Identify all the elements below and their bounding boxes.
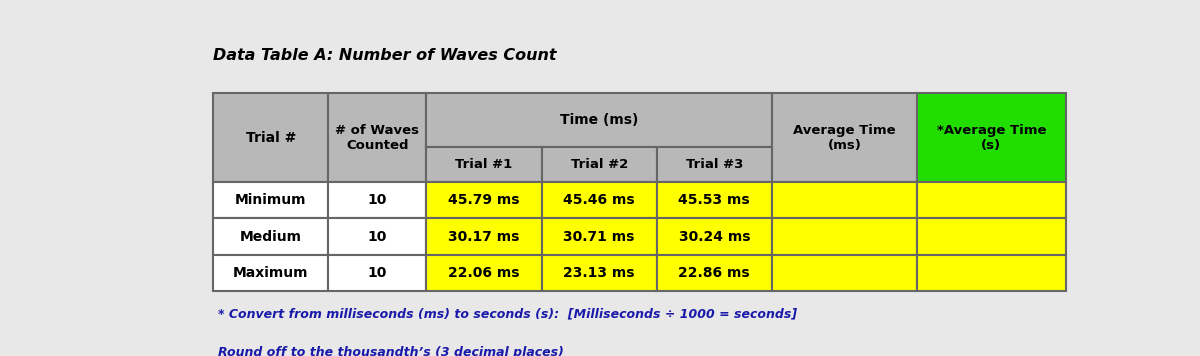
Text: 22.86 ms: 22.86 ms [678, 266, 750, 280]
Bar [541, 219, 656, 255]
Text: Trial #2: Trial #2 [570, 158, 628, 171]
Text: 22.06 ms: 22.06 ms [449, 266, 520, 280]
Text: * Convert from milliseconds (ms) to seconds (s):  [Milliseconds ÷ 1000 = seconds: * Convert from milliseconds (ms) to seco… [218, 307, 797, 320]
Text: Time (ms): Time (ms) [560, 113, 638, 127]
Text: Trial #3: Trial #3 [685, 158, 743, 171]
Bar [541, 182, 656, 219]
Text: 23.13 ms: 23.13 ms [563, 266, 635, 280]
Bar [329, 219, 426, 255]
Bar [329, 255, 426, 291]
Bar [214, 255, 329, 291]
Text: Data Table A: Number of Waves Count: Data Table A: Number of Waves Count [214, 48, 557, 63]
Bar [656, 219, 772, 255]
Bar [772, 255, 917, 291]
Text: # of Waves
Counted: # of Waves Counted [336, 124, 420, 152]
Bar [772, 182, 917, 219]
Bar [426, 93, 772, 147]
Bar [426, 182, 541, 219]
Text: Average Time
(ms): Average Time (ms) [793, 124, 895, 152]
Text: 45.53 ms: 45.53 ms [678, 193, 750, 207]
Text: Maximum: Maximum [233, 266, 308, 280]
Bar [541, 255, 656, 291]
Bar [214, 182, 329, 219]
Bar [426, 255, 541, 291]
Text: 10: 10 [367, 193, 388, 207]
Bar [917, 255, 1066, 291]
Bar [917, 93, 1066, 182]
Text: 30.17 ms: 30.17 ms [449, 230, 520, 244]
Bar [329, 182, 426, 219]
Text: 10: 10 [367, 230, 388, 244]
Text: 30.24 ms: 30.24 ms [678, 230, 750, 244]
Bar [772, 93, 917, 182]
Bar [329, 93, 426, 182]
Bar [656, 255, 772, 291]
Text: Round off to the thousandth’s (3 decimal places): Round off to the thousandth’s (3 decimal… [218, 346, 564, 356]
Text: 45.46 ms: 45.46 ms [563, 193, 635, 207]
Bar [772, 219, 917, 255]
Text: Medium: Medium [240, 230, 302, 244]
Bar [426, 219, 541, 255]
Text: Trial #: Trial # [246, 131, 296, 145]
Bar [214, 219, 329, 255]
Bar [541, 147, 656, 182]
Bar [917, 219, 1066, 255]
Text: 10: 10 [367, 266, 388, 280]
Text: *Average Time
(s): *Average Time (s) [937, 124, 1046, 152]
Text: 45.79 ms: 45.79 ms [449, 193, 520, 207]
Bar [214, 93, 329, 182]
Bar [426, 147, 541, 182]
Bar [656, 147, 772, 182]
Text: 30.71 ms: 30.71 ms [564, 230, 635, 244]
Text: Minimum: Minimum [235, 193, 306, 207]
Bar [917, 182, 1066, 219]
Bar [656, 182, 772, 219]
Text: Trial #1: Trial #1 [455, 158, 512, 171]
